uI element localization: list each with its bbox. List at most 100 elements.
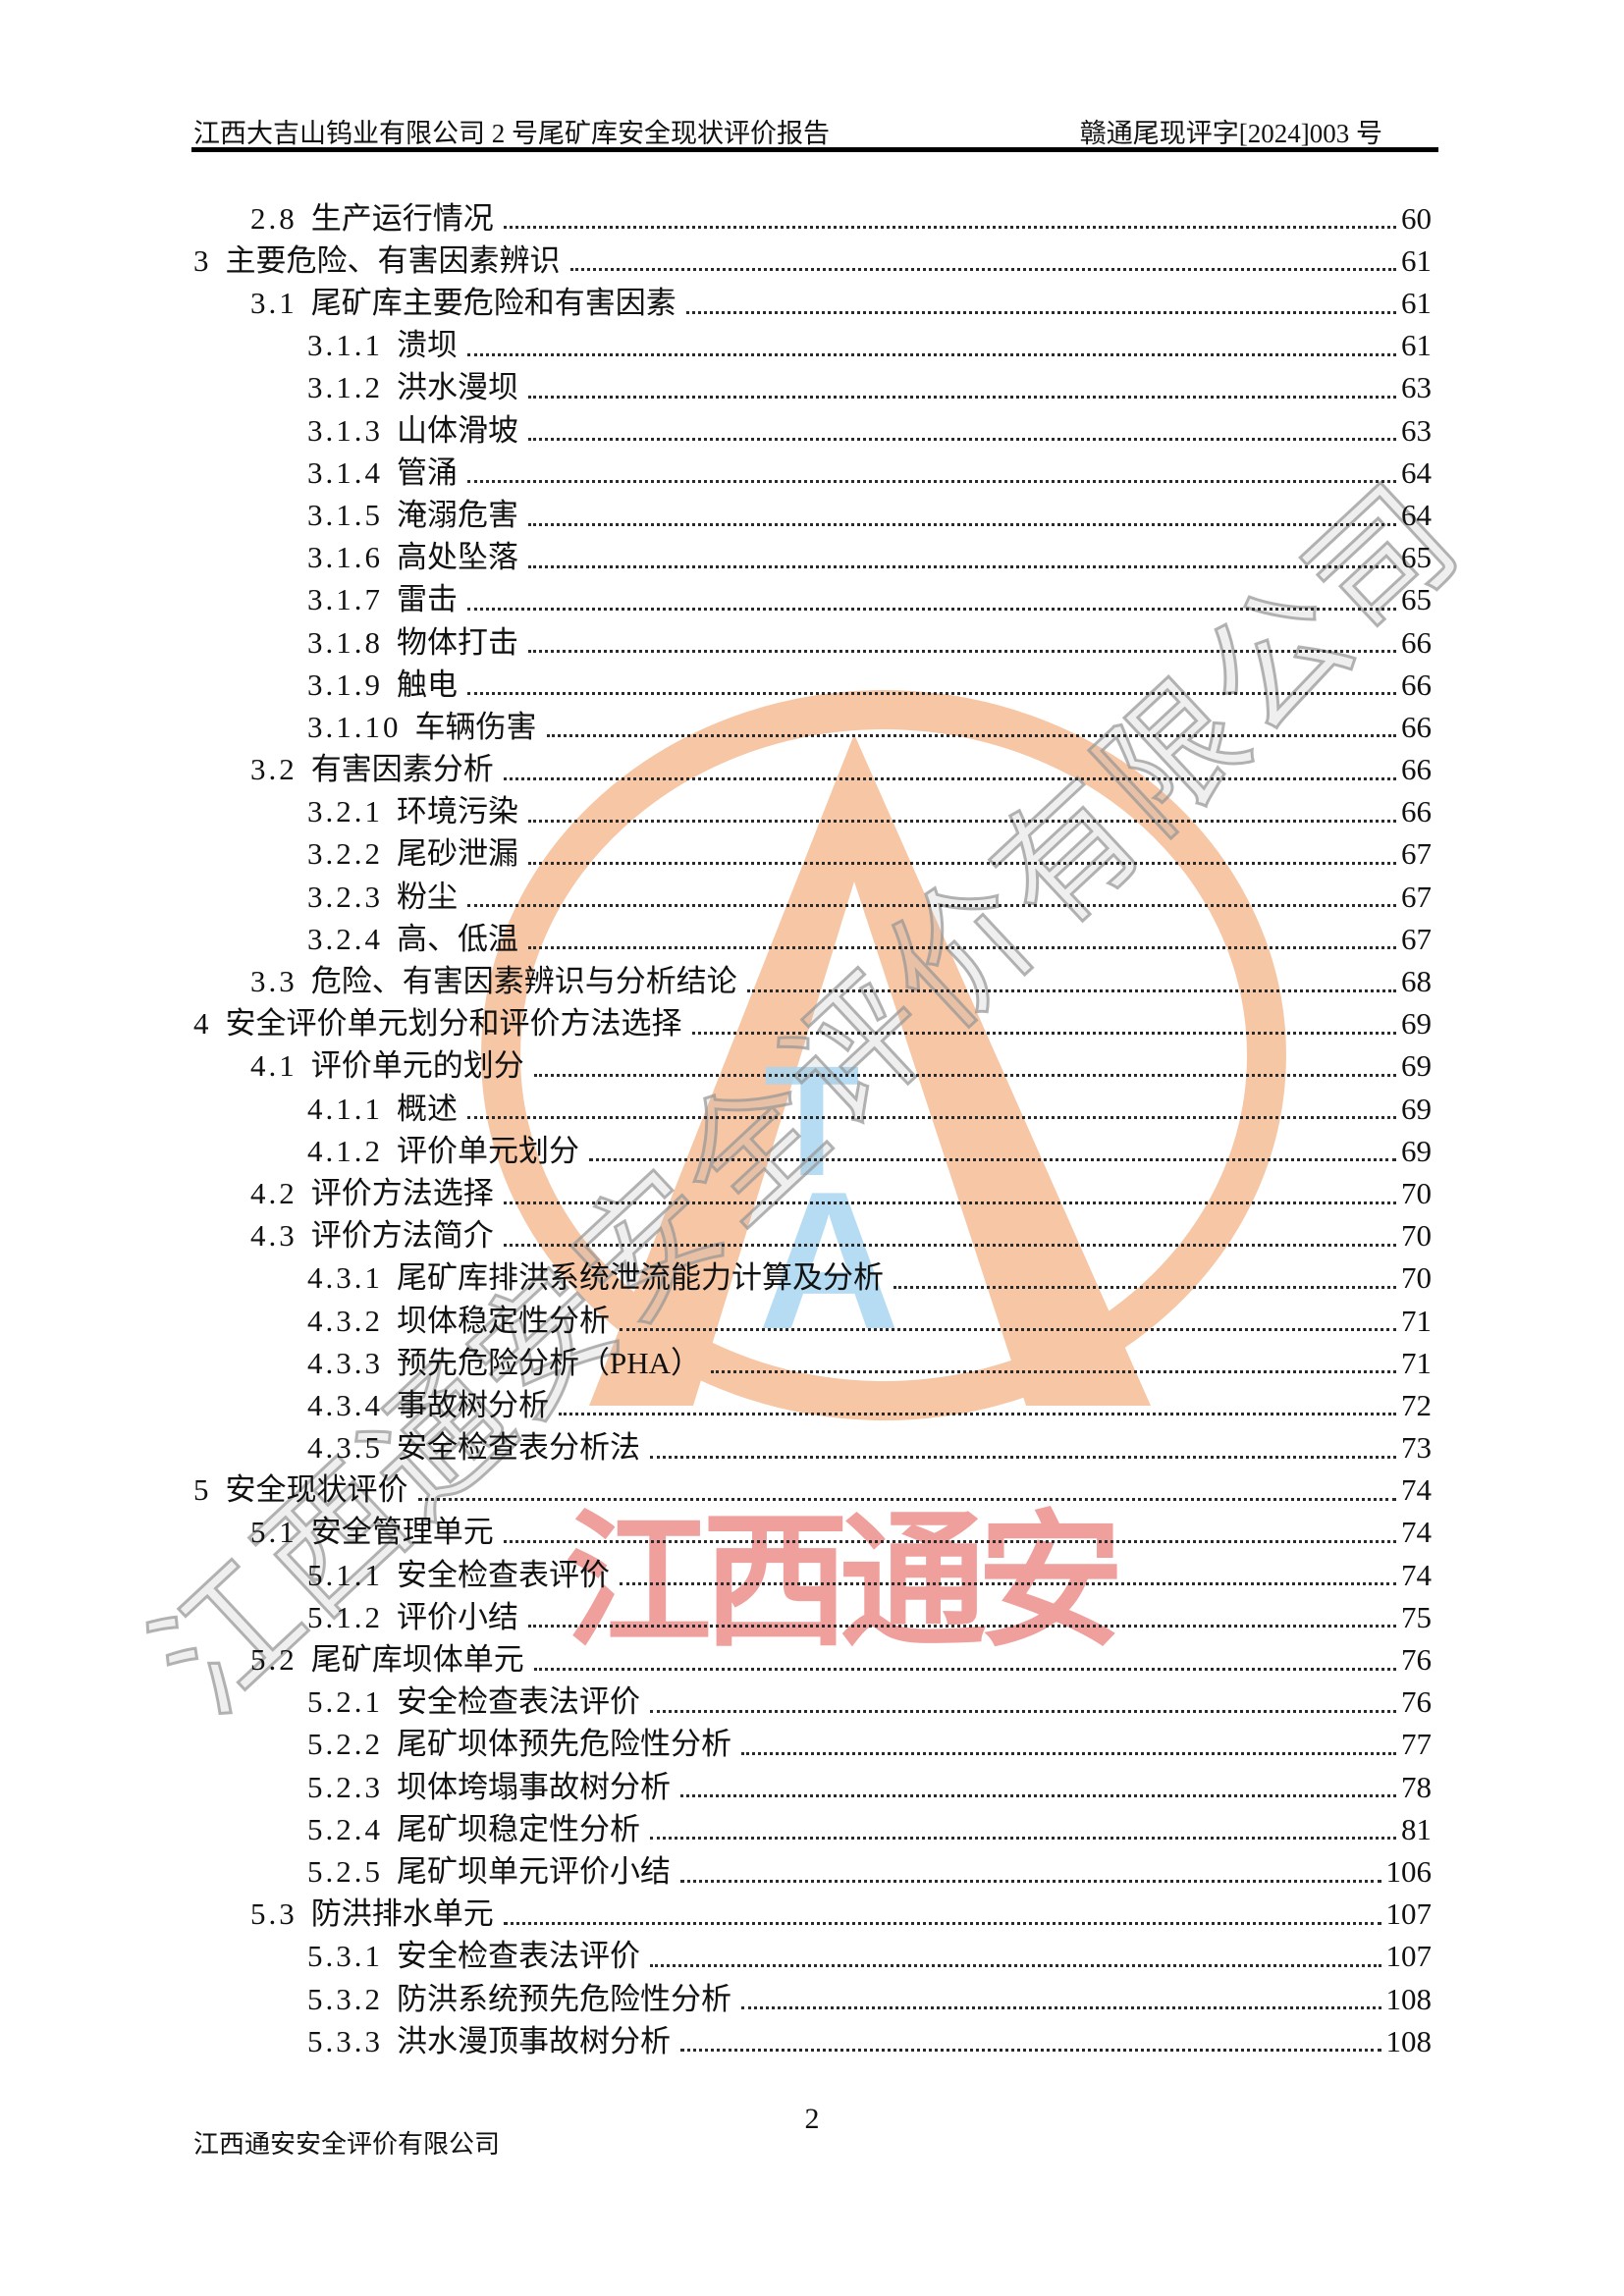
toc-entry-number: 3.1	[250, 286, 298, 321]
toc-entry-number: 4.3.5	[307, 1430, 383, 1466]
dot-leader	[467, 904, 1396, 908]
toc-entry-number: 5.3.1	[307, 1939, 383, 1974]
toc-entry-title: 尾砂泄漏	[397, 836, 518, 872]
toc-entry-page: 81	[1401, 1811, 1432, 1846]
dot-leader	[503, 776, 1396, 780]
toc-entry-page: 60	[1401, 200, 1432, 236]
header-rule	[191, 147, 1438, 152]
toc-entry-page: 78	[1401, 1769, 1432, 1804]
dot-leader	[528, 946, 1396, 950]
toc-entry: 3.1.5 淹溺危害 64	[193, 493, 1432, 535]
dot-leader	[528, 564, 1396, 568]
toc-entry-page: 61	[1401, 242, 1432, 278]
dot-leader	[711, 1370, 1396, 1374]
dot-leader	[741, 1751, 1396, 1755]
toc-entry-number: 5.1.1	[307, 1557, 383, 1592]
toc-entry-page: 76	[1401, 1684, 1432, 1720]
toc-entry: 5.2.1 安全检查表法评价 76	[193, 1681, 1432, 1723]
toc-entry-page: 61	[1401, 328, 1432, 363]
toc-entry: 3.1.9 触电 66	[193, 663, 1432, 705]
dot-leader	[503, 1243, 1396, 1247]
toc-entry-title: 预先危险分析（PHA）	[397, 1345, 702, 1380]
toc-entry-page: 64	[1401, 454, 1432, 490]
toc-entry: 5.2.4 尾矿坝稳定性分析 81	[193, 1807, 1432, 1849]
toc-entry-title: 物体打击	[397, 624, 518, 660]
toc-entry-number: 3.1.9	[307, 667, 383, 702]
dot-leader	[620, 1582, 1396, 1586]
toc-entry-title: 管涌	[397, 454, 458, 490]
toc-entry-title: 危险、有害因素辨识与分析结论	[310, 964, 737, 999]
toc-entry-title: 环境污染	[397, 794, 518, 829]
dot-leader	[620, 1328, 1396, 1332]
toc-entry-title: 生产运行情况	[310, 200, 494, 236]
header-report-title: 江西大吉山钨业有限公司 2 号尾矿库安全现状评价报告	[193, 119, 830, 148]
toc-entry-title: 尾矿坝单元评价小结	[397, 1853, 671, 1889]
toc-entry-page: 70	[1401, 1175, 1432, 1210]
footer-company-name: 江西通安安全评价有限公司	[193, 2130, 501, 2159]
toc-entry-page: 75	[1401, 1599, 1432, 1634]
toc-entry-title: 评价方法简介	[310, 1218, 494, 1254]
toc-entry-title: 坝体垮塌事故树分析	[397, 1769, 671, 1804]
toc-entry-number: 3.2.1	[307, 794, 383, 829]
toc-entry-number: 2.8	[250, 200, 298, 236]
toc-entry-page: 65	[1401, 582, 1432, 617]
toc-entry-page: 107	[1385, 1896, 1433, 1932]
toc-entry-number: 5.3.2	[307, 1981, 383, 2016]
dot-leader	[503, 1201, 1396, 1204]
toc-entry-number: 5.2	[250, 1642, 298, 1678]
toc-entry-page: 77	[1401, 1727, 1432, 1762]
toc-entry-title: 尾矿坝稳定性分析	[397, 1811, 640, 1846]
toc-entry-page: 63	[1401, 412, 1432, 448]
toc-entry-number: 3.2.3	[307, 879, 383, 914]
dot-leader	[746, 988, 1396, 992]
toc-entry-page: 69	[1401, 1006, 1432, 1041]
dot-leader	[528, 438, 1396, 442]
toc-entry-title: 有害因素分析	[310, 752, 494, 787]
toc-entry-title: 防洪系统预先危险性分析	[397, 1981, 731, 2016]
toc-entry-title: 溃坝	[397, 328, 458, 363]
toc-entry-title: 山体滑坡	[397, 412, 518, 448]
dot-leader	[893, 1285, 1396, 1289]
dot-leader	[685, 310, 1396, 314]
toc-entry-number: 5.2.4	[307, 1811, 383, 1846]
toc-entry: 5.1.1 安全检查表评价 74	[193, 1553, 1432, 1595]
toc-entry-number: 3.2	[250, 752, 298, 787]
dot-leader	[533, 1667, 1396, 1671]
dot-leader	[467, 1116, 1396, 1120]
toc-entry-title: 事故树分析	[397, 1387, 549, 1422]
toc-entry: 4.3.3 预先危险分析（PHA） 71	[193, 1341, 1432, 1383]
toc-entry: 3.2.4 高、低温 67	[193, 917, 1432, 959]
toc-entry-page: 74	[1401, 1515, 1432, 1550]
toc-entry: 3.1 尾矿库主要危险和有害因素 61	[193, 281, 1432, 323]
toc-entry-number: 3.1.10	[307, 709, 402, 744]
toc-entry-number: 3.2.2	[307, 836, 383, 872]
toc-entry-number: 5.2.3	[307, 1769, 383, 1804]
dot-leader	[680, 1879, 1381, 1883]
toc-entry-page: 66	[1401, 794, 1432, 829]
toc-entry-page: 69	[1401, 1133, 1432, 1168]
toc-entry-number: 3.1.4	[307, 454, 383, 490]
toc-entry-number: 3.1.6	[307, 540, 383, 575]
toc-entry-title: 概述	[397, 1091, 458, 1126]
toc-entry-page: 66	[1401, 667, 1432, 702]
toc-entry-page: 106	[1385, 1853, 1433, 1889]
toc-entry-page: 69	[1401, 1091, 1432, 1126]
toc-entry-number: 5	[193, 1472, 212, 1508]
toc-entry-page: 71	[1401, 1303, 1432, 1338]
dot-leader	[528, 650, 1396, 654]
toc-entry: 3.1.3 山体滑坡 63	[193, 408, 1432, 451]
toc-entry-number: 3.2.4	[307, 921, 383, 956]
toc-entry-number: 4.1	[250, 1048, 298, 1084]
dot-leader	[533, 1073, 1396, 1077]
toc-entry-title: 评价小结	[397, 1599, 518, 1634]
toc-entry: 3.2.3 粉尘 67	[193, 875, 1432, 917]
toc-entry-page: 74	[1401, 1557, 1432, 1592]
toc-entry: 3.2.1 环境污染 66	[193, 790, 1432, 832]
toc-entry-page: 69	[1401, 1048, 1432, 1084]
dot-leader	[741, 2006, 1381, 2010]
dot-leader	[650, 1837, 1396, 1841]
header-doc-number: 赣通尾现评字[2024]003 号	[1079, 119, 1382, 148]
toc-entry-title: 尾矿库主要危险和有害因素	[310, 286, 677, 321]
dot-leader	[650, 1455, 1396, 1459]
toc-entry: 3.2 有害因素分析 66	[193, 747, 1432, 789]
